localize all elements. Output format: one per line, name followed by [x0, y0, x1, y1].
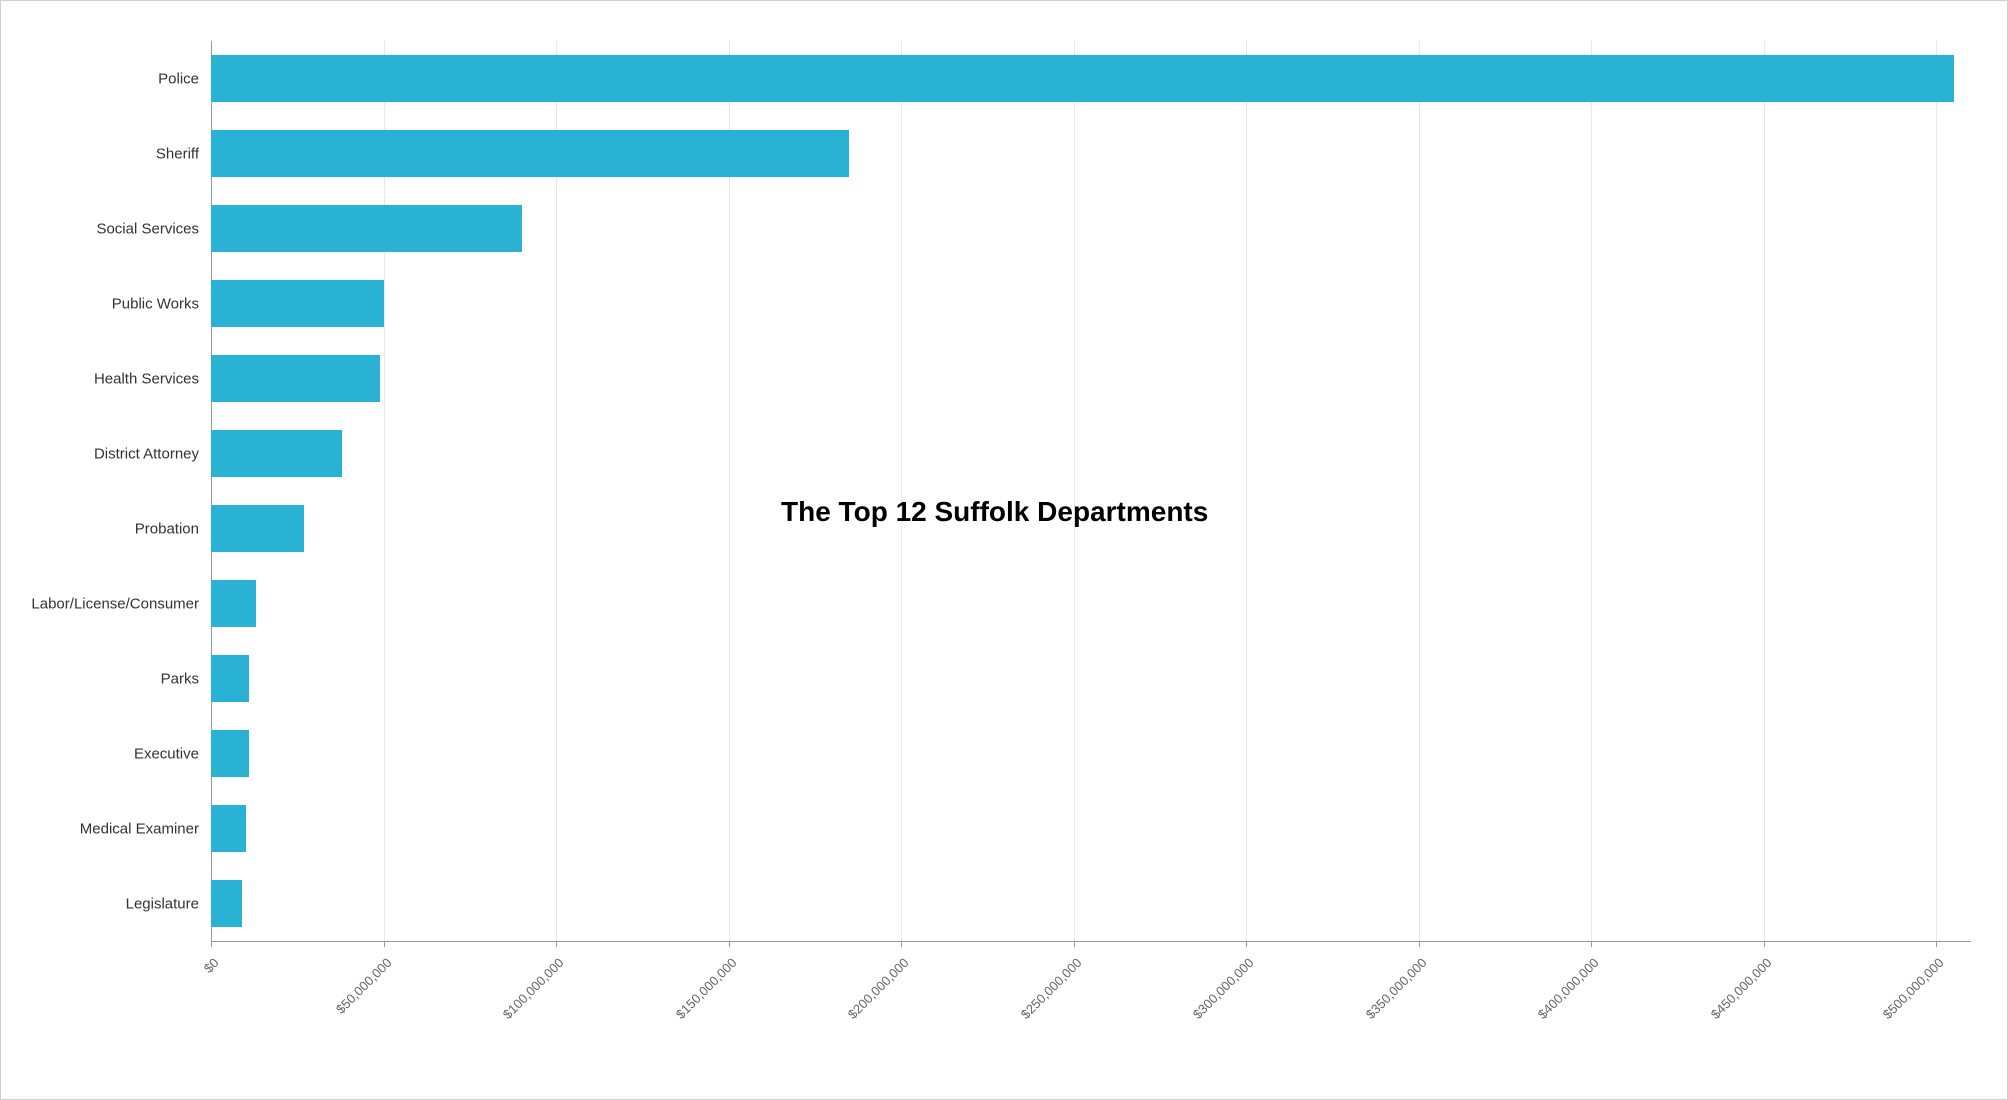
y-axis-label: Social Services [96, 220, 199, 237]
x-axis-label: $450,000,000 [1708, 955, 1775, 1022]
bar [211, 880, 242, 927]
x-gridline [1419, 41, 1420, 941]
x-axis-label: $250,000,000 [1017, 955, 1084, 1022]
bar [211, 130, 849, 177]
x-axis-label: $300,000,000 [1190, 955, 1257, 1022]
y-axis-label: Probation [135, 520, 199, 537]
bar [211, 205, 522, 252]
y-axis-label: Health Services [94, 370, 199, 387]
x-axis-label: $350,000,000 [1363, 955, 1430, 1022]
bar [211, 805, 246, 852]
y-axis-label: Parks [161, 670, 199, 687]
x-gridline [1764, 41, 1765, 941]
bar [211, 280, 384, 327]
y-axis-label: Sheriff [156, 145, 199, 162]
bar [211, 505, 304, 552]
chart-container: $0 $50,000,000 $100,000,000 $150,000,000 $20… [0, 0, 2008, 1100]
x-axis-label: $200,000,000 [845, 955, 912, 1022]
x-axis-label: $150,000,000 [672, 955, 739, 1022]
x-axis-label: $400,000,000 [1535, 955, 1602, 1022]
x-gridline [1246, 41, 1247, 941]
bar [211, 655, 249, 702]
x-gridline [1936, 41, 1937, 941]
y-axis-label: Police [158, 70, 199, 87]
y-axis-label: Legislature [126, 895, 199, 912]
x-axis-label: $500,000,000 [1880, 955, 1947, 1022]
x-axis-line [211, 941, 1971, 942]
x-gridline [901, 41, 902, 941]
bar [211, 430, 342, 477]
y-axis-label: Medical Examiner [80, 820, 199, 837]
chart-title: The Top 12 Suffolk Departments [781, 496, 1208, 528]
y-axis-label: Public Works [112, 295, 199, 312]
y-axis-label: District Attorney [94, 445, 199, 462]
bar [211, 355, 380, 402]
y-axis-label: Executive [134, 745, 199, 762]
x-axis-label: $100,000,000 [500, 955, 567, 1022]
x-gridline [1591, 41, 1592, 941]
bar [211, 55, 1954, 102]
x-axis-label: $50,000,000 [332, 955, 394, 1017]
y-axis-label: Labor/License/Consumer [31, 595, 199, 612]
x-gridline [1074, 41, 1075, 941]
bar [211, 730, 249, 777]
x-axis-label: $0 [201, 955, 222, 976]
plot-area: $0$50,000,000$100,000,000$150,000,000$20… [211, 41, 1971, 941]
bar [211, 580, 256, 627]
